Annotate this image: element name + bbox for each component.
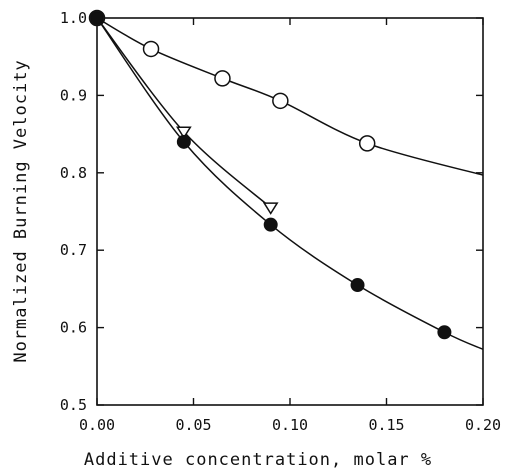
- data-point-open-triangle: [175, 126, 192, 140]
- y-tick-label: 0.6: [60, 319, 87, 337]
- data-point-open-circle: [358, 135, 376, 152]
- y-tick-label: 0.7: [60, 241, 87, 259]
- x-tick-label: 0.15: [368, 416, 404, 434]
- x-tick-label: 0.05: [175, 416, 211, 434]
- x-tick-label: 0.00: [79, 416, 115, 434]
- data-point-open-circle: [214, 70, 231, 87]
- series-line-filled-circle: [96, 17, 484, 350]
- data-point-filled-circle: [176, 134, 191, 149]
- y-tick-label: 1.0: [60, 9, 87, 27]
- y-tick-label: 0.5: [60, 396, 87, 414]
- data-point-filled-circle: [437, 325, 452, 340]
- y-axis-label: Normalized Burning Velocity: [11, 59, 31, 362]
- y-tick-label: 0.8: [60, 164, 87, 182]
- plot-frame: [96, 17, 484, 406]
- y-tick-label: 0.9: [60, 86, 87, 104]
- data-point-open-circle: [272, 92, 289, 110]
- x-axis-label: Additive concentration, molar %: [84, 450, 432, 470]
- data-point-filled-circle: [263, 217, 278, 232]
- x-tick-label: 0.10: [272, 416, 308, 434]
- x-tick-label: 0.20: [465, 416, 501, 434]
- data-point-open-triangle: [262, 202, 279, 215]
- data-point-filled-circle: [90, 11, 104, 25]
- series-lines: [96, 17, 484, 350]
- axis-ticks: 0.00 0.05 0.10 0.15 0.20 0.5 0.6 0.7 0.8 0.9 1.0: [60, 9, 501, 434]
- data-point-filled-circle: [350, 278, 365, 293]
- series-line-open-triangle-down: [96, 17, 272, 209]
- series-markers: [88, 9, 452, 340]
- data-point-open-circle: [142, 40, 160, 58]
